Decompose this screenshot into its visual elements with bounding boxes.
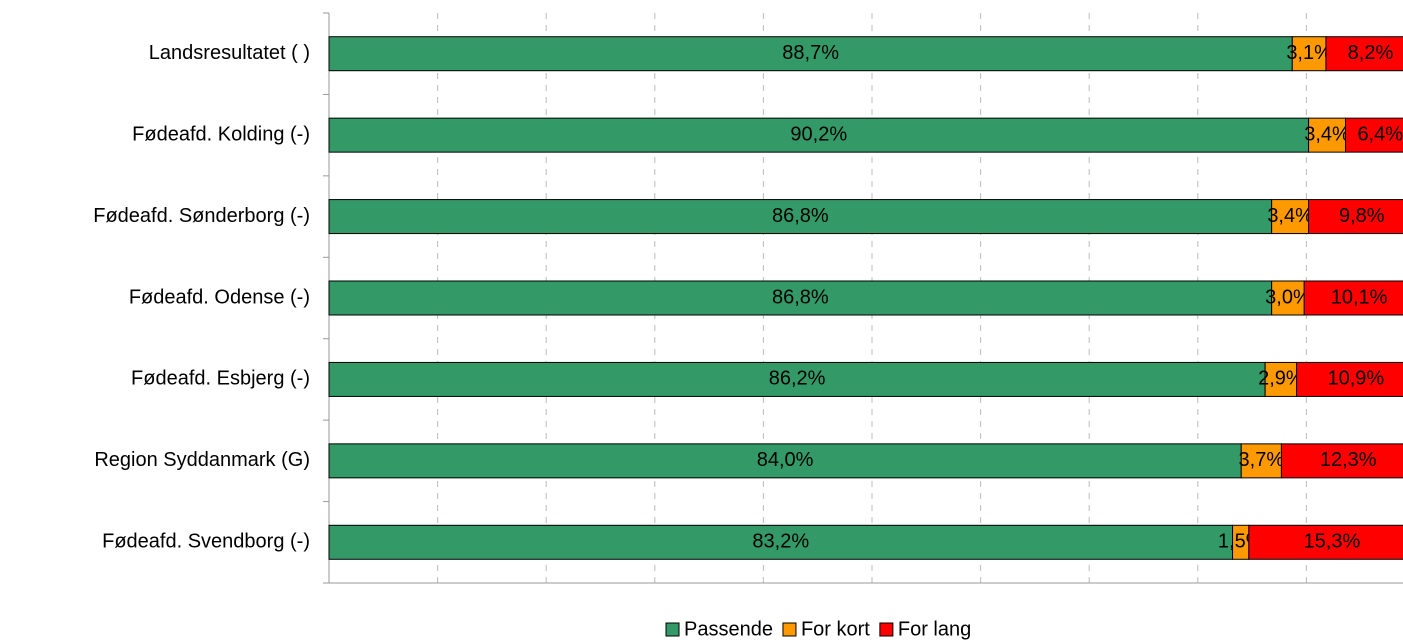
bar-segment (328, 361, 1266, 397)
bar-segment (328, 443, 1242, 479)
data-label: 10,1% (1331, 286, 1388, 308)
bar-segment (328, 280, 1273, 316)
data-label: 2,9% (1258, 368, 1304, 390)
y-tick-label: Fødeafd. Kolding (-) (132, 123, 310, 145)
legend-swatch (665, 622, 680, 637)
bar-segment (328, 524, 1234, 560)
bar-segment (1308, 199, 1403, 235)
y-tick-label: Fødeafd. Svendborg (-) (102, 531, 310, 553)
bar-segment (1271, 280, 1305, 316)
bar-segment (1296, 361, 1403, 397)
bar-segment (328, 117, 1310, 153)
legend-label: Passende (684, 618, 773, 640)
data-label: 12,3% (1320, 449, 1377, 471)
bar-segment (1325, 36, 1403, 72)
y-tick-label: Landsresultatet ( ) (149, 42, 310, 64)
legend-label: For lang (898, 618, 971, 640)
y-tick-label: Region Syddanmark (G) (94, 449, 310, 471)
data-label: 3,1% (1286, 42, 1332, 64)
data-label: 15,3% (1304, 531, 1361, 553)
bar-segment (1344, 117, 1403, 153)
legend-swatch (879, 622, 894, 637)
data-label: 83,2% (752, 531, 809, 553)
bar-segment (1240, 443, 1282, 479)
data-label: 86,2% (769, 368, 826, 390)
data-label: 3,7% (1239, 449, 1285, 471)
data-label: 10,9% (1327, 368, 1384, 390)
bar-segment (1303, 280, 1403, 316)
data-label: 3,4% (1267, 205, 1313, 227)
bar-segment (1248, 524, 1403, 560)
data-label: 3,4% (1304, 123, 1350, 145)
data-label: 90,2% (790, 123, 847, 145)
data-label: 3,0% (1265, 286, 1311, 308)
data-label: 84,0% (757, 449, 814, 471)
data-label: 86,8% (772, 286, 829, 308)
bar-segment (1291, 36, 1327, 72)
data-label: 6,4% (1357, 123, 1403, 145)
legend-label: For kort (801, 618, 870, 640)
y-tick-label: Fødeafd. Odense (-) (129, 286, 310, 308)
bar-segment (1280, 443, 1403, 479)
data-label: 9,8% (1339, 205, 1385, 227)
bar-segment (1271, 199, 1310, 235)
y-tick-label: Fødeafd. Sønderborg (-) (93, 205, 310, 227)
legend-swatch (782, 622, 797, 637)
data-label: 8,2% (1348, 42, 1394, 64)
y-tick-label: Fødeafd. Esbjerg (-) (131, 368, 310, 390)
data-label: 88,7% (782, 42, 839, 64)
data-label: 86,8% (772, 205, 829, 227)
